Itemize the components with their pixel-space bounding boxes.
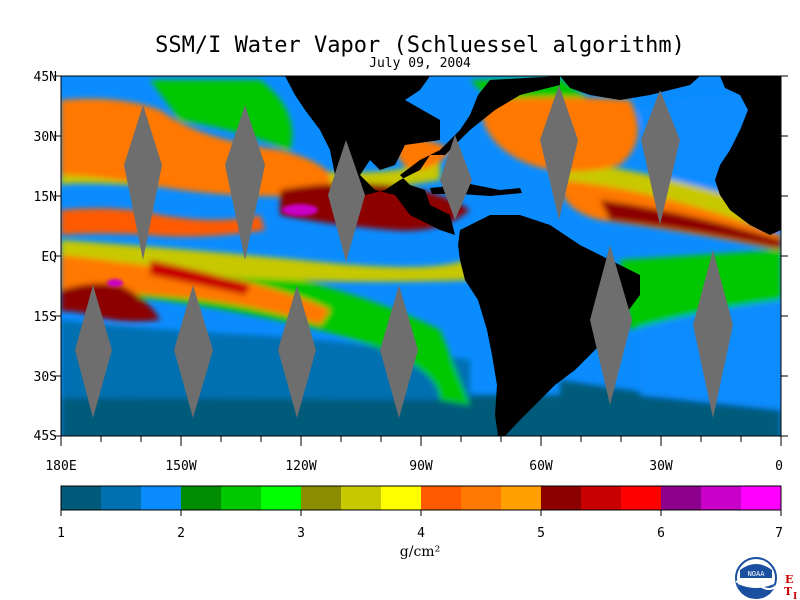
colorbar-swatch: [421, 486, 462, 510]
lon-label-150w: 150W: [165, 459, 196, 474]
colorbar-tick-1: 1: [57, 526, 65, 541]
colorbar-swatch: [61, 486, 102, 510]
colorbar-swatch: [221, 486, 262, 510]
colorbar-swatch: [301, 486, 342, 510]
lat-label-30s: 30S: [34, 370, 57, 385]
lon-label-90w: 90W: [409, 459, 433, 474]
swath-gap: [75, 285, 112, 418]
vapor-peaks: [107, 204, 318, 287]
colorbar-tick-5: 5: [537, 526, 545, 541]
colorbar-unit-label: g/cm²: [400, 544, 440, 560]
latitude-axis: 45N 30N 15N EQ 15S 30S 45S: [34, 70, 788, 444]
north-america-land: [285, 76, 560, 235]
colorbar-swatch: [101, 486, 142, 510]
colorbar-swatch: [741, 486, 782, 510]
noaa-logo: NOAA: [735, 557, 777, 599]
swath-gap: [174, 285, 213, 418]
colorbar-tick-2: 2: [177, 526, 185, 541]
land-masses: [285, 76, 781, 436]
swath-gap: [590, 245, 632, 405]
greenland-europe-land: [560, 76, 700, 100]
lat-label-30n: 30N: [34, 130, 57, 145]
colorbar-tick-7: 7: [775, 526, 783, 541]
lat-label-15n: 15N: [34, 190, 57, 205]
south-america-land: [458, 215, 640, 436]
colorbar-swatch: [581, 486, 622, 510]
colorbar: 1 2 3 4 5 6 7 g/cm²: [57, 485, 783, 560]
colorbar-swatch: [381, 486, 422, 510]
colorbar-swatch: [261, 486, 302, 510]
swath-gap: [540, 85, 578, 220]
colorbar-swatch: [501, 486, 542, 510]
lat-label-15s: 15S: [34, 310, 57, 325]
colorbar-swatch: [141, 486, 182, 510]
swath-gap: [278, 285, 316, 418]
swath-gap: [124, 105, 162, 260]
lat-label-eq: EQ: [41, 250, 57, 265]
colorbar-swatch: [181, 486, 222, 510]
colorbar-tick-3: 3: [297, 526, 305, 541]
lon-label-0: 0: [775, 459, 783, 474]
swath-gap: [440, 135, 472, 220]
logo-letter-i: I: [793, 592, 797, 600]
colorbar-swatch: [661, 486, 702, 510]
lon-label-60w: 60W: [529, 459, 553, 474]
colorbar-tick-4: 4: [417, 526, 425, 541]
colorbar-swatch: [341, 486, 382, 510]
logo-letter-e: E: [785, 573, 793, 586]
eti-letters: E T I: [784, 573, 797, 600]
lon-label-30w: 30W: [649, 459, 673, 474]
colorbar-swatch: [461, 486, 502, 510]
swath-gap: [693, 250, 733, 418]
lon-label-180e: 180E: [45, 459, 76, 474]
swath-gap: [380, 285, 418, 418]
africa-land: [715, 76, 781, 235]
logo-letter-t: T: [784, 585, 793, 598]
lon-label-120w: 120W: [285, 459, 316, 474]
colorbar-swatch: [621, 486, 662, 510]
colorbar-swatch: [541, 486, 582, 510]
map-title: SSM/I Water Vapor (Schluessel algorithm): [155, 33, 685, 58]
swath-gap: [641, 90, 680, 225]
map-subtitle: July 09, 2004: [369, 56, 471, 71]
swath-gap: [328, 140, 365, 262]
longitude-axis: 180E 150W 120W 90W 60W 30W 0: [45, 436, 783, 474]
colorbar-swatch: [701, 486, 742, 510]
lat-label-45n: 45N: [34, 70, 57, 85]
swath-gap: [225, 105, 265, 260]
colorbar-tick-6: 6: [657, 526, 665, 541]
noaa-logo-text: NOAA: [748, 570, 766, 578]
lat-label-45s: 45S: [34, 429, 57, 444]
swath-gaps: [75, 85, 733, 418]
map-panel: [61, 76, 781, 436]
